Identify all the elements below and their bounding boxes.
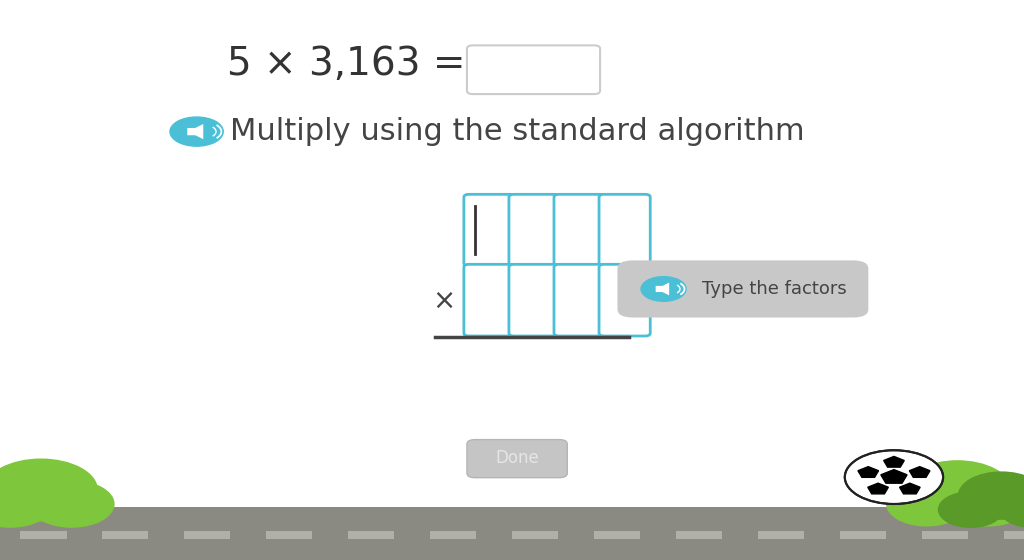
FancyBboxPatch shape bbox=[467, 45, 600, 94]
Polygon shape bbox=[858, 466, 879, 477]
FancyBboxPatch shape bbox=[467, 440, 567, 478]
FancyBboxPatch shape bbox=[509, 264, 560, 336]
Text: 5 × 3,163 =: 5 × 3,163 = bbox=[227, 45, 466, 83]
Bar bbox=[594, 531, 640, 539]
Circle shape bbox=[170, 117, 223, 146]
FancyBboxPatch shape bbox=[464, 264, 515, 336]
Polygon shape bbox=[867, 483, 889, 494]
Circle shape bbox=[938, 492, 1002, 528]
Text: Done: Done bbox=[496, 449, 539, 467]
Bar bbox=[758, 531, 804, 539]
Text: Multiply using the standard algorithm: Multiply using the standard algorithm bbox=[230, 117, 805, 146]
Bar bbox=[840, 531, 886, 539]
FancyBboxPatch shape bbox=[617, 260, 868, 318]
Bar bbox=[348, 531, 394, 539]
Circle shape bbox=[999, 492, 1024, 528]
Circle shape bbox=[887, 482, 967, 526]
Polygon shape bbox=[884, 456, 904, 467]
Bar bbox=[266, 531, 312, 539]
FancyBboxPatch shape bbox=[599, 194, 650, 266]
Circle shape bbox=[0, 481, 52, 527]
Bar bbox=[922, 531, 968, 539]
Bar bbox=[512, 531, 558, 539]
Bar bbox=[676, 531, 722, 539]
Circle shape bbox=[948, 482, 1024, 526]
Polygon shape bbox=[655, 283, 670, 295]
Circle shape bbox=[845, 450, 943, 504]
FancyBboxPatch shape bbox=[464, 194, 515, 266]
Polygon shape bbox=[881, 470, 907, 483]
Bar bbox=[20, 531, 67, 539]
Bar bbox=[430, 531, 476, 539]
Bar bbox=[184, 531, 230, 539]
Bar bbox=[102, 531, 148, 539]
Polygon shape bbox=[187, 124, 203, 139]
Text: Type the factors: Type the factors bbox=[702, 280, 847, 298]
Circle shape bbox=[30, 481, 114, 527]
Polygon shape bbox=[909, 466, 930, 477]
FancyBboxPatch shape bbox=[554, 194, 605, 266]
FancyBboxPatch shape bbox=[554, 264, 605, 336]
Circle shape bbox=[0, 467, 83, 513]
Circle shape bbox=[918, 468, 997, 512]
Circle shape bbox=[641, 277, 686, 301]
Circle shape bbox=[958, 472, 1024, 519]
Text: ×: × bbox=[432, 287, 455, 315]
Circle shape bbox=[969, 478, 1024, 513]
FancyBboxPatch shape bbox=[599, 264, 650, 336]
Circle shape bbox=[904, 461, 1011, 519]
Bar bbox=[1004, 531, 1024, 539]
Bar bbox=[0, 507, 1024, 560]
FancyBboxPatch shape bbox=[509, 194, 560, 266]
Polygon shape bbox=[899, 483, 921, 494]
Circle shape bbox=[0, 459, 97, 521]
